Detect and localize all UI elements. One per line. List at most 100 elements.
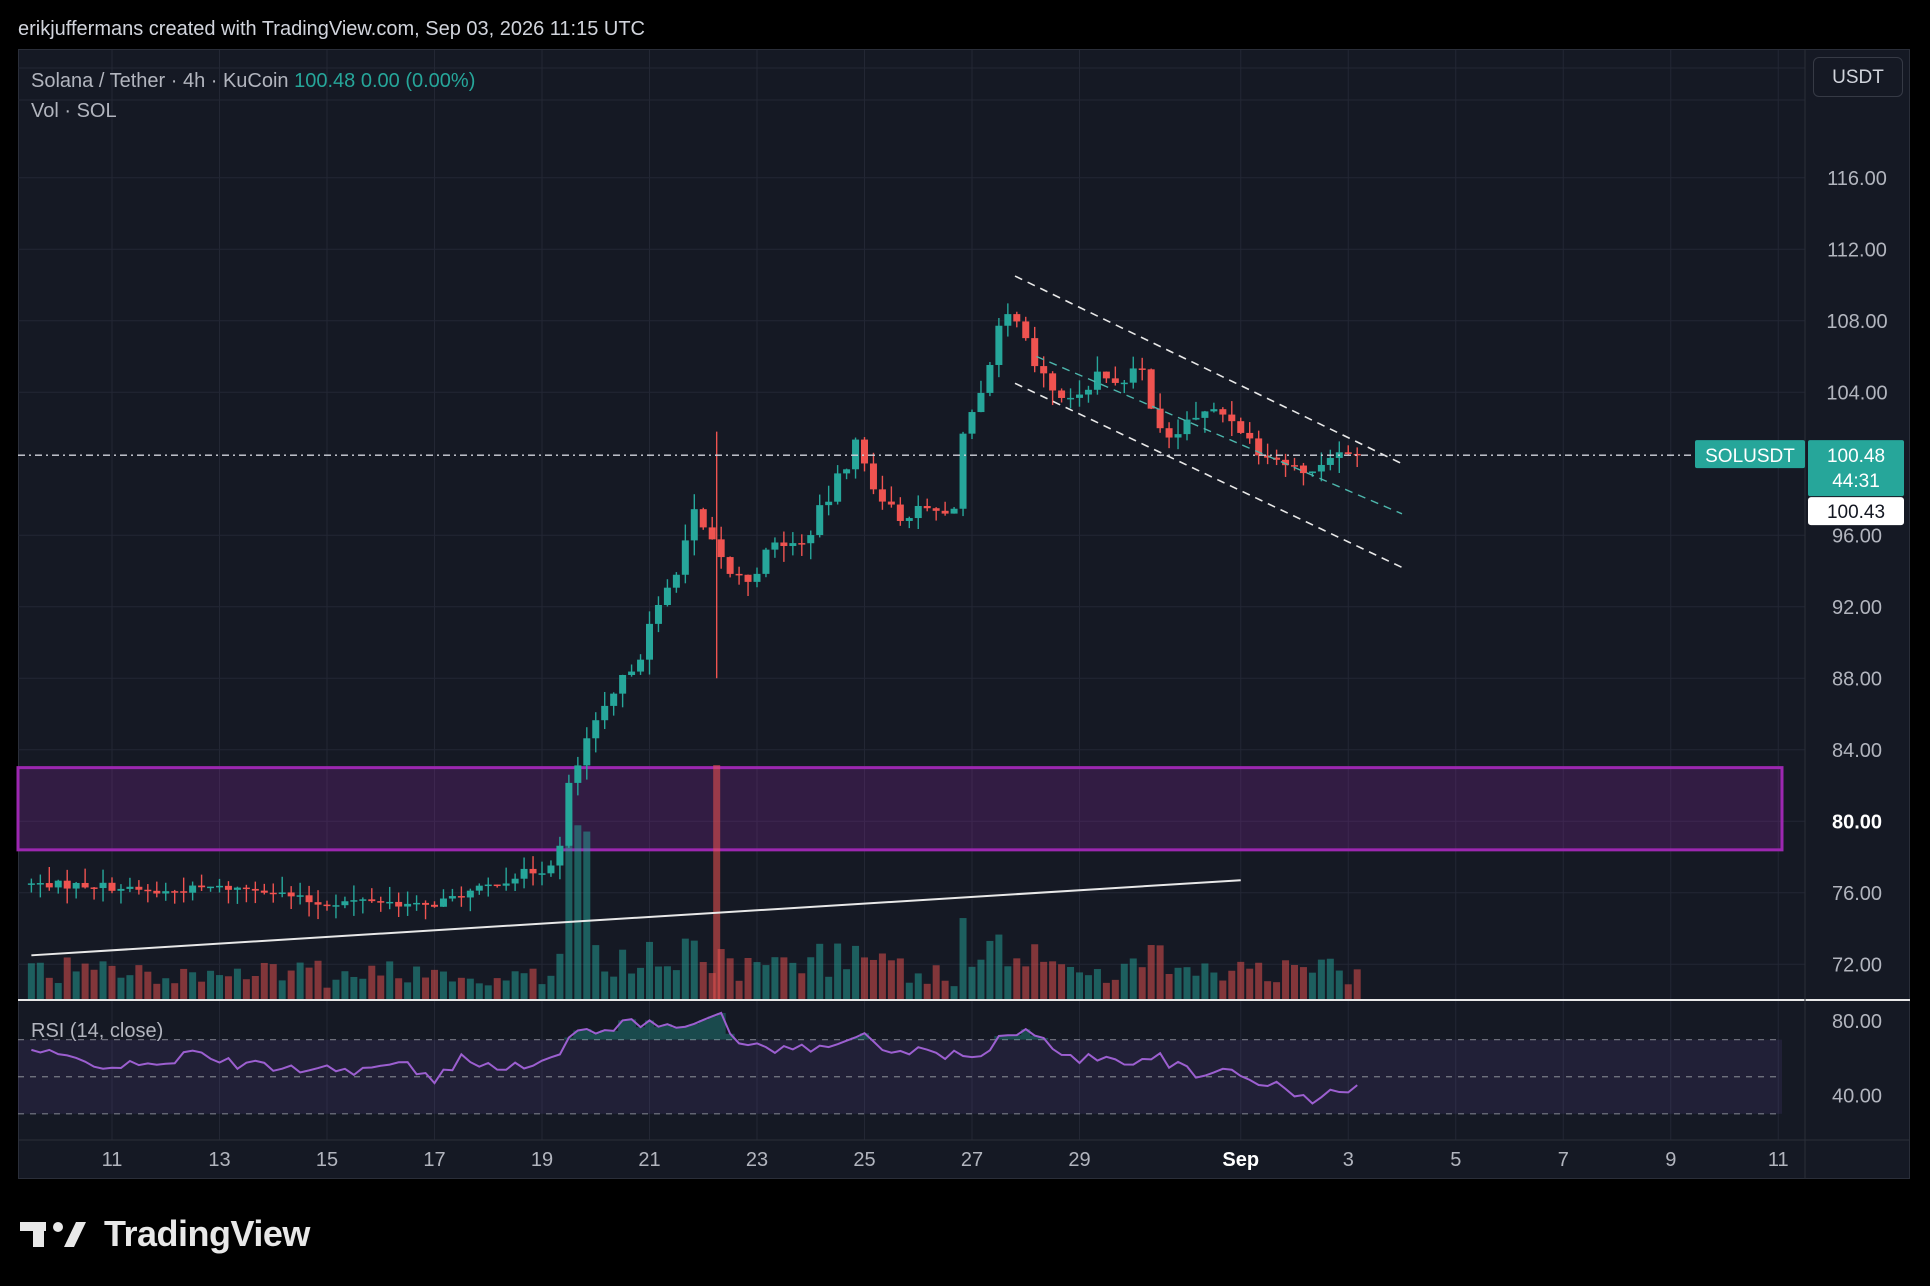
candle-body[interactable] [81, 882, 89, 888]
candle-body[interactable] [359, 899, 367, 901]
candle-body[interactable] [305, 895, 313, 903]
candle-body[interactable] [1246, 432, 1254, 439]
candle-body[interactable] [99, 882, 107, 889]
candle-body[interactable] [1174, 434, 1182, 438]
candle-body[interactable] [368, 899, 376, 902]
candle-body[interactable] [744, 574, 752, 582]
candle-body[interactable] [466, 890, 474, 898]
candle-body[interactable] [690, 509, 698, 541]
candle-body[interactable] [619, 674, 627, 694]
candle-body[interactable] [224, 885, 232, 890]
candle-body[interactable] [296, 895, 304, 897]
candle-body[interactable] [654, 605, 662, 624]
candle-body[interactable] [216, 885, 223, 888]
candle-body[interactable] [628, 671, 636, 675]
candle-body[interactable] [950, 508, 958, 514]
candle-body[interactable] [529, 868, 537, 874]
candle-body[interactable] [332, 905, 340, 907]
candle-body[interactable] [923, 505, 931, 509]
candle-body[interactable] [27, 883, 35, 885]
candle-body[interactable] [726, 557, 734, 574]
candle-body[interactable] [1282, 459, 1290, 466]
candle-body[interactable] [323, 904, 331, 907]
candle-body[interactable] [511, 878, 519, 884]
candle-body[interactable] [699, 509, 707, 528]
candle-body[interactable] [708, 527, 716, 540]
candle-body[interactable] [735, 573, 743, 576]
candle-body[interactable] [1084, 389, 1092, 395]
candle-body[interactable] [861, 439, 868, 464]
candle-body[interactable] [233, 887, 241, 890]
candle-body[interactable] [834, 473, 842, 502]
candle-body[interactable] [592, 720, 600, 739]
candle-body[interactable] [278, 892, 286, 894]
candle-body[interactable] [717, 539, 725, 558]
candle-body[interactable] [574, 765, 582, 783]
candle-body[interactable] [475, 885, 483, 891]
channel-lower-line[interactable] [1014, 382, 1403, 569]
candle-body[interactable] [520, 868, 528, 879]
candle-body[interactable] [583, 738, 591, 766]
support-zone-box[interactable] [16, 766, 1784, 852]
candle-body[interactable] [547, 865, 555, 874]
candle-body[interactable] [807, 535, 815, 544]
brand-logo[interactable]: TradingView [20, 1212, 310, 1256]
candle-body[interactable] [135, 886, 143, 890]
candle-body[interactable] [108, 882, 116, 891]
candle-body[interactable] [341, 901, 349, 906]
candle-body[interactable] [144, 889, 152, 892]
currency-button[interactable]: USDT [1813, 57, 1903, 97]
candle-body[interactable] [556, 845, 564, 866]
candle-body[interactable] [538, 873, 546, 875]
candle-body[interactable] [493, 884, 501, 887]
candle-body[interactable] [1058, 390, 1066, 398]
candle-body[interactable] [932, 508, 940, 511]
candle-body[interactable] [386, 901, 394, 904]
candle-body[interactable] [1317, 464, 1325, 472]
candle-body[interactable] [502, 883, 510, 886]
rsi-legend[interactable]: RSI (14, close) [31, 1020, 164, 1042]
candle-body[interactable] [816, 505, 824, 536]
candle-body[interactable] [1093, 371, 1101, 390]
candle-body[interactable] [162, 891, 170, 894]
candle-body[interactable] [914, 505, 922, 519]
candle-body[interactable] [422, 902, 430, 905]
candle-body[interactable] [1147, 369, 1155, 409]
candle-body[interactable] [1004, 314, 1012, 326]
candle-body[interactable] [72, 882, 80, 889]
candle-body[interactable] [646, 623, 653, 660]
candle-body[interactable] [189, 885, 197, 893]
trendline[interactable] [31, 879, 1241, 957]
candle-body[interactable] [287, 892, 295, 897]
candle-body[interactable] [1219, 409, 1227, 415]
candle-body[interactable] [350, 900, 358, 902]
candle-body[interactable] [843, 469, 851, 474]
candle-body[interactable] [1299, 465, 1307, 474]
candle-body[interactable] [171, 891, 179, 893]
candle-body[interactable] [663, 587, 671, 606]
candle-body[interactable] [780, 542, 788, 547]
candle-body[interactable] [1156, 408, 1164, 429]
channel-upper-line[interactable] [1014, 275, 1403, 465]
candle-body[interactable] [1326, 457, 1334, 465]
candle-body[interactable] [45, 883, 53, 888]
candle-body[interactable] [789, 543, 797, 547]
candle-body[interactable] [439, 898, 447, 907]
candle-body[interactable] [448, 896, 456, 899]
candle-body[interactable] [1076, 394, 1083, 398]
candle-body[interactable] [852, 439, 860, 470]
candle-body[interactable] [413, 902, 421, 905]
candle-body[interactable] [1353, 453, 1361, 456]
candle-body[interactable] [753, 573, 761, 582]
candle-body[interactable] [1102, 371, 1110, 379]
candle-body[interactable] [1165, 428, 1173, 438]
candle-body[interactable] [1040, 366, 1048, 374]
candle-body[interactable] [887, 501, 895, 505]
candle-body[interactable] [1183, 419, 1191, 435]
candle-body[interactable] [869, 463, 877, 490]
candle-body[interactable] [977, 392, 985, 413]
candle-body[interactable] [825, 501, 833, 506]
candle-body[interactable] [798, 543, 806, 545]
candle-body[interactable] [198, 885, 206, 888]
